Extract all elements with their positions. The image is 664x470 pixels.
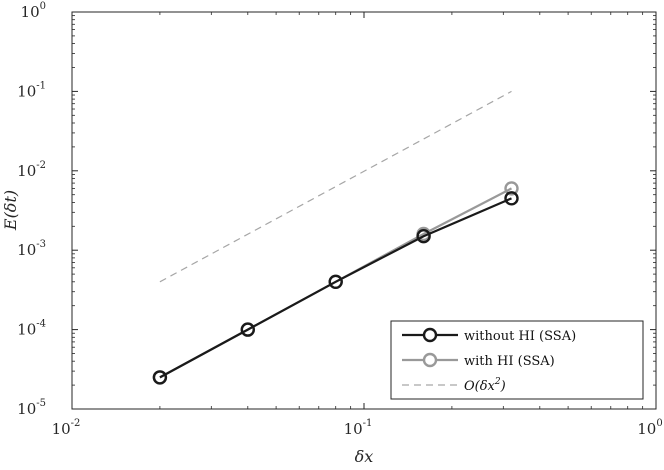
y-tick-base: 10 [17, 241, 36, 259]
legend-label-end: ) [500, 379, 506, 394]
y-tick-exponent: -3 [36, 239, 46, 250]
x-tick-exponent: -2 [71, 418, 81, 429]
y-tick-label: 100 [21, 1, 46, 21]
y-tick-base: 10 [17, 321, 36, 339]
y-tick-exponent: -2 [36, 160, 46, 171]
legend-items: without HI (SSA) with HI (SSA) O(δx2) [402, 327, 576, 394]
y-tick-exponent: -4 [36, 319, 46, 330]
y-tick-label: 10-2 [17, 160, 46, 180]
y-tick-exponent: 0 [40, 1, 46, 12]
legend-label: O(δx2) [464, 377, 506, 394]
y-tick-label: 10-3 [17, 239, 46, 259]
legend-entry: with HI (SSA) [402, 352, 555, 369]
y-axis-label: E(δt) [1, 190, 20, 231]
y-tick-base: 10 [17, 400, 36, 418]
legend-swatch-marker [422, 327, 438, 343]
legend-label-main: O(δx [464, 379, 496, 394]
data-point [240, 322, 256, 337]
y-tick-label: 10-1 [17, 80, 46, 100]
data-point [328, 274, 343, 289]
series-0 [152, 191, 519, 385]
series-line [159, 90, 512, 283]
x-tick-exponent: 0 [656, 418, 662, 429]
y-tick-label: 10-5 [17, 398, 46, 418]
y-tick-exponent: -5 [36, 398, 46, 409]
series-2 [159, 90, 512, 283]
legend-label-sup: 2 [494, 377, 501, 387]
data-point [416, 229, 431, 244]
x-axis-label: δx [355, 447, 374, 466]
x-tick-exponent: -1 [363, 418, 373, 429]
x-tick-label: 10-1 [344, 418, 373, 438]
x-tick-label: 10-2 [52, 418, 81, 438]
series-line [159, 197, 512, 379]
x-tick-base: 10 [637, 420, 656, 438]
y-tick-base: 10 [17, 82, 36, 100]
legend-entry: without HI (SSA) [402, 327, 576, 344]
legend-label: with HI (SSA) [464, 354, 555, 369]
data-point [504, 191, 519, 206]
legend-entry: O(δx2) [402, 377, 506, 394]
y-tick-base: 10 [21, 3, 40, 21]
axis-ticks [71, 11, 657, 410]
legend-swatch-marker [422, 352, 438, 368]
x-tick-base: 10 [52, 420, 71, 438]
data-point [152, 370, 168, 385]
series-layer [152, 90, 519, 385]
x-tick-label: 100 [637, 418, 662, 438]
data-point [504, 181, 519, 196]
legend-label: without HI (SSA) [464, 329, 576, 344]
y-tick-exponent: -1 [36, 80, 46, 91]
y-tick-base: 10 [17, 162, 36, 180]
y-tick-label: 10-4 [17, 319, 46, 339]
legend: without HI (SSA) with HI (SSA) O(δx2) [390, 320, 644, 400]
x-tick-base: 10 [344, 420, 363, 438]
